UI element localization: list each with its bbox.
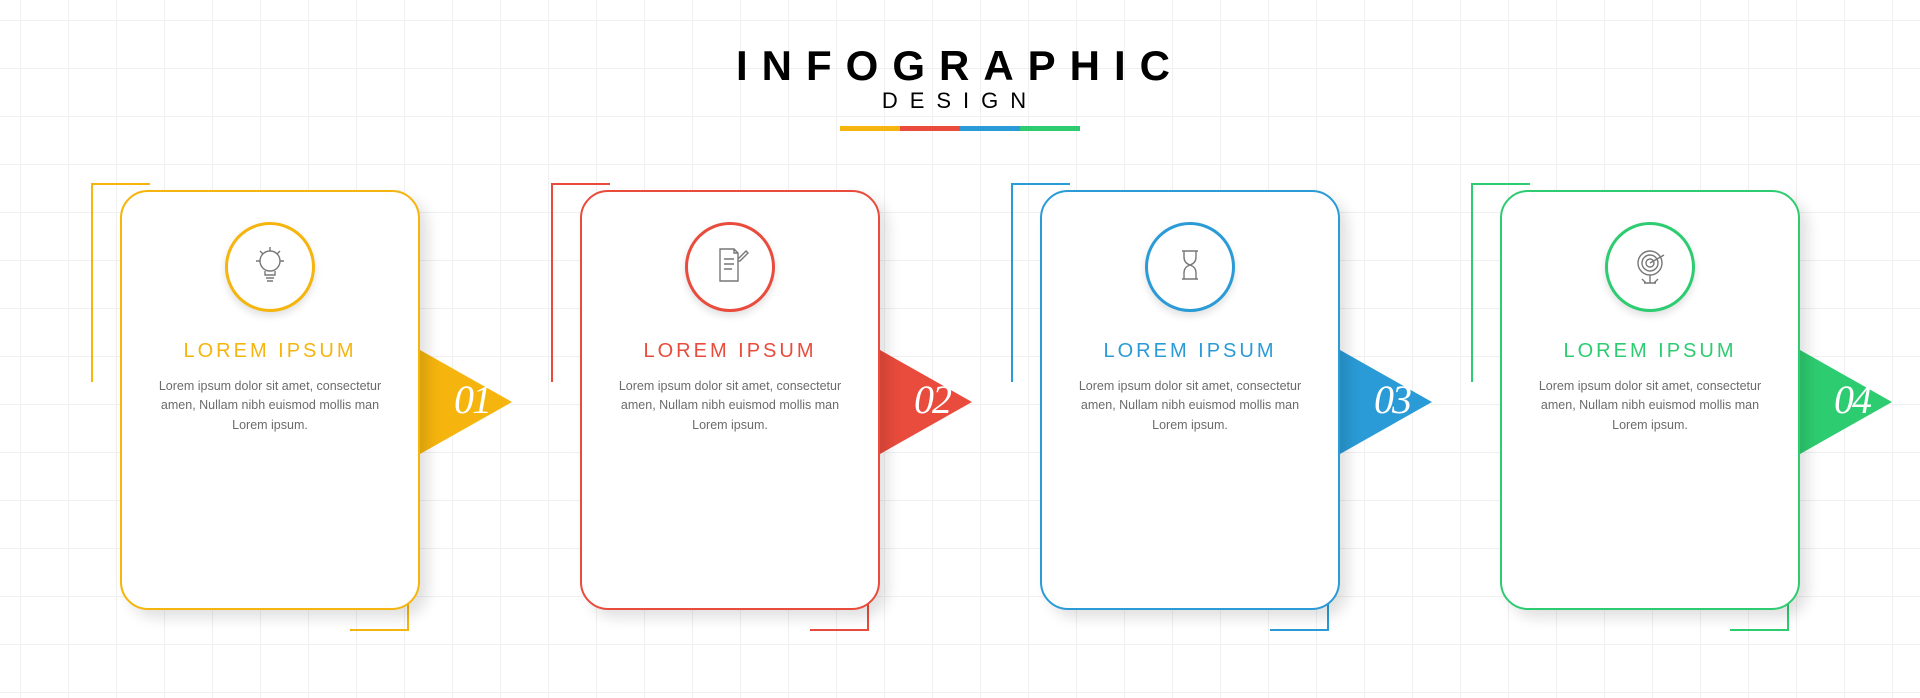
- document-pencil-icon: [708, 243, 752, 292]
- step-4-icon-circle: [1605, 222, 1695, 312]
- step-3-number: 03: [1374, 376, 1410, 423]
- target-icon: [1628, 243, 1672, 292]
- underline-seg-3: [960, 126, 1020, 131]
- lightbulb-icon: [248, 243, 292, 292]
- step-1-card: LOREM IPSUM Lorem ipsum dolor sit amet, …: [120, 190, 420, 610]
- step-3-card: LOREM IPSUM Lorem ipsum dolor sit amet, …: [1040, 190, 1340, 610]
- hourglass-icon: [1168, 243, 1212, 292]
- step-4-title: LOREM IPSUM: [1563, 340, 1736, 363]
- header: INFOGRAPHIC DESIGN: [0, 42, 1920, 131]
- step-2-title: LOREM IPSUM: [643, 340, 816, 363]
- underline-seg-1: [840, 126, 900, 131]
- step-3-body: Lorem ipsum dolor sit amet, consectetur …: [1070, 377, 1310, 435]
- steps-container: LOREM IPSUM Lorem ipsum dolor sit amet, …: [0, 190, 1920, 610]
- step-4-body: Lorem ipsum dolor sit amet, consectetur …: [1530, 377, 1770, 435]
- underline-bar: [0, 126, 1920, 131]
- step-1: LOREM IPSUM Lorem ipsum dolor sit amet, …: [120, 190, 420, 610]
- step-3-icon-circle: [1145, 222, 1235, 312]
- step-2: LOREM IPSUM Lorem ipsum dolor sit amet, …: [580, 190, 880, 610]
- main-title: INFOGRAPHIC: [0, 42, 1920, 90]
- step-2-icon-circle: [685, 222, 775, 312]
- step-1-title: LOREM IPSUM: [183, 340, 356, 363]
- step-4: LOREM IPSUM Lorem ipsum dolor sit amet, …: [1500, 190, 1800, 610]
- underline-seg-2: [900, 126, 960, 131]
- step-2-number: 02: [914, 376, 950, 423]
- step-3: LOREM IPSUM Lorem ipsum dolor sit amet, …: [1040, 190, 1340, 610]
- step-3-title: LOREM IPSUM: [1103, 340, 1276, 363]
- step-4-number: 04: [1834, 376, 1870, 423]
- step-1-body: Lorem ipsum dolor sit amet, consectetur …: [150, 377, 390, 435]
- step-4-card: LOREM IPSUM Lorem ipsum dolor sit amet, …: [1500, 190, 1800, 610]
- step-2-card: LOREM IPSUM Lorem ipsum dolor sit amet, …: [580, 190, 880, 610]
- step-1-icon-circle: [225, 222, 315, 312]
- underline-seg-4: [1020, 126, 1080, 131]
- subtitle: DESIGN: [0, 88, 1920, 114]
- step-2-body: Lorem ipsum dolor sit amet, consectetur …: [610, 377, 850, 435]
- step-1-number: 01: [454, 376, 490, 423]
